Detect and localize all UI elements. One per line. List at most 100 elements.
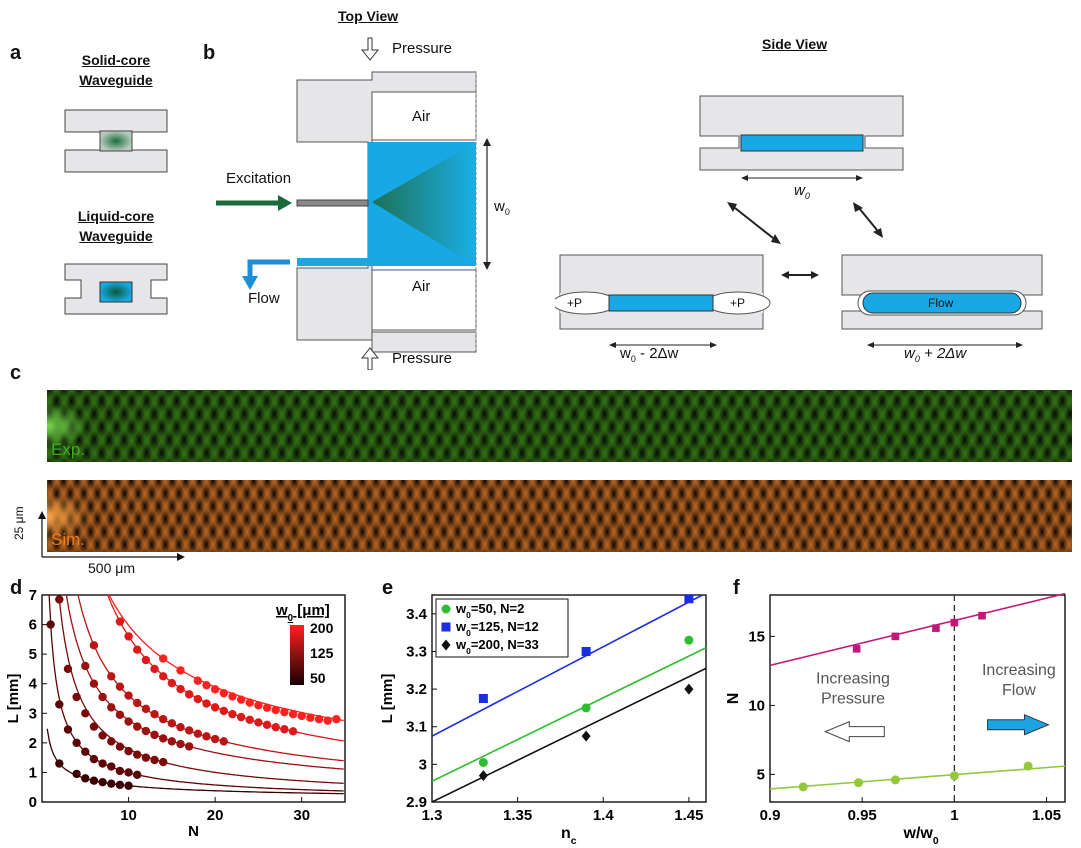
data-point <box>141 655 151 665</box>
y-tick-label: 1 <box>29 764 37 781</box>
data-point <box>288 709 298 719</box>
data-point <box>306 713 315 722</box>
data-point <box>141 726 151 736</box>
data-point <box>262 720 272 730</box>
y-tick-label: 10 <box>748 697 765 714</box>
panel-letter-f: f <box>733 577 740 599</box>
x-tick-label: 1.35 <box>503 807 532 824</box>
data-point <box>167 737 177 746</box>
data-point <box>236 712 246 722</box>
pressure-annotation: Pressure <box>821 690 885 707</box>
liquid-core-label: Liquid-core Waveguide <box>77 208 155 244</box>
legend-entry: w0=200, N=33 <box>455 637 539 656</box>
plot-frame <box>431 594 707 803</box>
x-tick-label: 30 <box>293 807 310 824</box>
data-point <box>478 694 488 703</box>
data-point <box>581 646 591 656</box>
left-width-label: w0 - 2Δw <box>620 345 679 364</box>
data-point <box>478 770 488 782</box>
x-tick-label: 1.3 <box>422 807 443 824</box>
data-point <box>72 738 81 748</box>
legend-entry: w0=125, N=12 <box>455 619 539 638</box>
fit-line <box>769 592 1066 667</box>
x-axis-label: w/w0 <box>903 825 939 847</box>
data-point <box>581 730 591 742</box>
data-point <box>167 678 177 688</box>
data-point <box>184 742 194 751</box>
data-point <box>81 747 90 756</box>
legend-box <box>435 598 569 658</box>
data-point <box>63 664 73 674</box>
data-point <box>89 722 99 731</box>
x-axis-label: N <box>188 823 199 840</box>
data-point <box>184 726 194 735</box>
data-point <box>55 595 64 604</box>
chart-f: 0.9 0.95 1 1.05 5 10 15 Increasing Pressure Incre… <box>725 592 1066 847</box>
data-point <box>262 703 272 712</box>
data-point <box>159 757 168 767</box>
data-point <box>115 742 125 751</box>
data-point <box>150 755 159 765</box>
scale-bars <box>38 511 185 561</box>
data-point <box>184 690 194 699</box>
x-tick-label: 0.9 <box>760 807 781 824</box>
data-point <box>72 769 81 779</box>
pressure-top-label: Pressure <box>392 40 453 57</box>
fit-curve <box>65 595 344 770</box>
data-point <box>176 666 185 675</box>
simulation-strip: Sim. <box>47 480 1072 552</box>
y-tick-label: 7 <box>29 587 37 604</box>
y-tick-label: 3.1 <box>406 719 427 736</box>
data-point <box>949 771 959 781</box>
data-point <box>81 661 90 671</box>
data-point <box>115 710 125 719</box>
y-axis-label: L [mm] <box>5 674 22 724</box>
data-point <box>932 624 940 632</box>
data-point <box>297 711 306 721</box>
data-point <box>890 775 900 785</box>
flow-annotation: Flow <box>1002 682 1036 699</box>
scale-horizontal-label: 500 μm <box>88 560 135 576</box>
legend-entry: w0=50, N=2 <box>455 601 524 620</box>
y-tick-label: 0 <box>29 794 37 811</box>
data-point <box>167 719 177 728</box>
colorbar <box>290 625 304 685</box>
data-point <box>323 716 332 725</box>
data-point <box>684 594 694 604</box>
data-point <box>107 779 116 788</box>
data-point <box>115 682 125 691</box>
data-point <box>280 725 289 734</box>
scale-vertical-label: 25 μm <box>12 506 26 540</box>
pressure-annotation: Increasing <box>816 670 890 687</box>
data-point <box>72 692 81 702</box>
data-point <box>852 645 861 653</box>
plus-p-left: +P <box>567 296 583 310</box>
data-point <box>63 725 73 734</box>
data-point <box>141 753 151 762</box>
data-point <box>159 734 168 743</box>
chart-d: 10 20 30 0 1 2 3 4 5 6 7 N L [mm] w0 [μm]200 125 50 <box>5 587 346 840</box>
data-point <box>115 617 125 626</box>
data-point <box>228 709 237 719</box>
data-point <box>891 632 900 641</box>
data-point <box>1023 761 1033 771</box>
flow-annotation: Increasing <box>982 662 1056 679</box>
data-point <box>478 757 488 767</box>
plot-frame <box>41 594 346 803</box>
data-point <box>98 759 107 768</box>
solid-core-label: Solid-core Waveguide <box>79 52 153 88</box>
data-point <box>254 701 263 710</box>
exp-label: Exp. <box>51 440 86 459</box>
flow-arrow <box>987 713 1050 736</box>
data-point <box>124 768 133 777</box>
panel-letter-d: d <box>10 577 23 599</box>
data-point <box>98 777 107 787</box>
plus-p-right: +P <box>730 296 746 310</box>
data-point <box>581 703 591 713</box>
y-axis-label: L [mm] <box>379 674 396 724</box>
data-point <box>193 729 203 738</box>
data-point <box>124 632 133 641</box>
data-point <box>193 694 203 704</box>
data-point <box>89 679 99 688</box>
data-point <box>159 672 168 681</box>
